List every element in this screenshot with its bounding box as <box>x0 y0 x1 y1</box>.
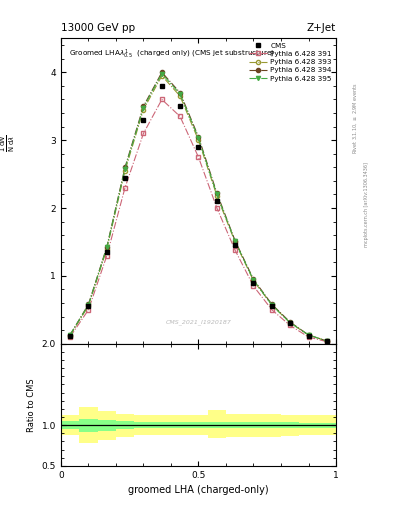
Text: Z+Jet: Z+Jet <box>307 23 336 33</box>
Pythia 6.428 393 <box>105 246 109 252</box>
Pythia 6.428 393 <box>86 303 91 309</box>
Pythia 6.428 394 <box>215 190 219 196</box>
Line: Pythia 6.428 391: Pythia 6.428 391 <box>68 97 329 344</box>
CMS <box>233 242 237 248</box>
Line: Pythia 6.428 394: Pythia 6.428 394 <box>68 70 329 343</box>
Pythia 6.428 391 <box>288 323 292 329</box>
Text: mcplots.cern.ch [arXiv:1306.3436]: mcplots.cern.ch [arXiv:1306.3436] <box>364 162 369 247</box>
CMS <box>68 333 72 339</box>
Pythia 6.428 391 <box>141 131 146 137</box>
Pythia 6.428 394 <box>325 338 329 344</box>
Text: CMS_2021_I1920187: CMS_2021_I1920187 <box>165 319 231 325</box>
Pythia 6.428 393 <box>196 137 201 143</box>
CMS <box>123 175 127 181</box>
Pythia 6.428 394 <box>178 90 182 96</box>
Text: Rivet 3.1.10, $\geq$ 2.9M events: Rivet 3.1.10, $\geq$ 2.9M events <box>352 82 359 154</box>
Pythia 6.428 393 <box>141 106 146 113</box>
CMS <box>178 103 182 110</box>
CMS <box>215 198 219 204</box>
Pythia 6.428 395 <box>178 91 182 97</box>
Pythia 6.428 394 <box>251 276 256 283</box>
Pythia 6.428 394 <box>123 164 127 170</box>
Line: CMS: CMS <box>68 83 329 344</box>
Pythia 6.428 391 <box>86 307 91 313</box>
Pythia 6.428 394 <box>105 244 109 250</box>
Pythia 6.428 394 <box>141 103 146 110</box>
CMS <box>160 83 164 89</box>
CMS <box>251 280 256 286</box>
Pythia 6.428 393 <box>215 193 219 199</box>
Pythia 6.428 391 <box>160 96 164 102</box>
Pythia 6.428 394 <box>196 134 201 140</box>
Pythia 6.428 394 <box>86 302 91 308</box>
Pythia 6.428 391 <box>270 307 274 313</box>
Pythia 6.428 395 <box>270 302 274 308</box>
Pythia 6.428 395 <box>105 244 109 250</box>
Pythia 6.428 393 <box>123 167 127 174</box>
Pythia 6.428 395 <box>215 191 219 198</box>
Pythia 6.428 395 <box>325 338 329 344</box>
CMS <box>196 144 201 150</box>
Text: $\frac{1}{\mathrm{N}}\frac{\mathrm{d}N}{\mathrm{d}\lambda}$: $\frac{1}{\mathrm{N}}\frac{\mathrm{d}N}{… <box>0 135 17 152</box>
Legend: CMS, Pythia 6.428 391, Pythia 6.428 393, Pythia 6.428 394, Pythia 6.428 395: CMS, Pythia 6.428 391, Pythia 6.428 393,… <box>246 40 334 84</box>
CMS <box>270 304 274 310</box>
Pythia 6.428 391 <box>251 283 256 289</box>
Pythia 6.428 391 <box>105 252 109 259</box>
Pythia 6.428 395 <box>306 332 311 338</box>
Pythia 6.428 391 <box>306 334 311 340</box>
CMS <box>105 249 109 255</box>
CMS <box>288 321 292 327</box>
Line: Pythia 6.428 395: Pythia 6.428 395 <box>68 72 329 343</box>
Text: Groomed LHA$\lambda^1_{0.5}$  (charged only) (CMS jet substructure): Groomed LHA$\lambda^1_{0.5}$ (charged on… <box>69 48 275 61</box>
Pythia 6.428 391 <box>215 205 219 211</box>
Line: Pythia 6.428 393: Pythia 6.428 393 <box>68 74 329 343</box>
Pythia 6.428 393 <box>325 338 329 344</box>
Pythia 6.428 395 <box>251 277 256 283</box>
Pythia 6.428 391 <box>178 113 182 119</box>
Pythia 6.428 393 <box>178 93 182 99</box>
Pythia 6.428 395 <box>233 238 237 244</box>
Pythia 6.428 395 <box>196 135 201 141</box>
Pythia 6.428 394 <box>160 69 164 75</box>
Pythia 6.428 393 <box>68 333 72 339</box>
Pythia 6.428 391 <box>233 247 237 253</box>
Pythia 6.428 393 <box>270 302 274 308</box>
Pythia 6.428 394 <box>288 319 292 325</box>
Pythia 6.428 393 <box>251 278 256 284</box>
Pythia 6.428 393 <box>288 319 292 326</box>
CMS <box>86 304 91 310</box>
Pythia 6.428 394 <box>233 238 237 244</box>
Pythia 6.428 391 <box>68 334 72 340</box>
CMS <box>325 338 329 344</box>
Pythia 6.428 393 <box>160 73 164 79</box>
X-axis label: groomed LHA (charged-only): groomed LHA (charged-only) <box>128 485 269 495</box>
Pythia 6.428 391 <box>196 154 201 160</box>
CMS <box>141 117 146 123</box>
Pythia 6.428 391 <box>123 185 127 191</box>
CMS <box>306 333 311 339</box>
Pythia 6.428 393 <box>306 332 311 338</box>
Pythia 6.428 395 <box>288 319 292 326</box>
Pythia 6.428 394 <box>68 332 72 338</box>
Pythia 6.428 395 <box>86 302 91 308</box>
Pythia 6.428 394 <box>270 302 274 308</box>
Pythia 6.428 393 <box>233 239 237 245</box>
Pythia 6.428 395 <box>123 165 127 172</box>
Pythia 6.428 395 <box>68 332 72 338</box>
Text: 13000 GeV pp: 13000 GeV pp <box>61 23 135 33</box>
Pythia 6.428 395 <box>141 104 146 111</box>
Pythia 6.428 394 <box>306 332 311 338</box>
Pythia 6.428 391 <box>325 338 329 345</box>
Y-axis label: Ratio to CMS: Ratio to CMS <box>27 378 36 432</box>
Pythia 6.428 395 <box>160 71 164 77</box>
